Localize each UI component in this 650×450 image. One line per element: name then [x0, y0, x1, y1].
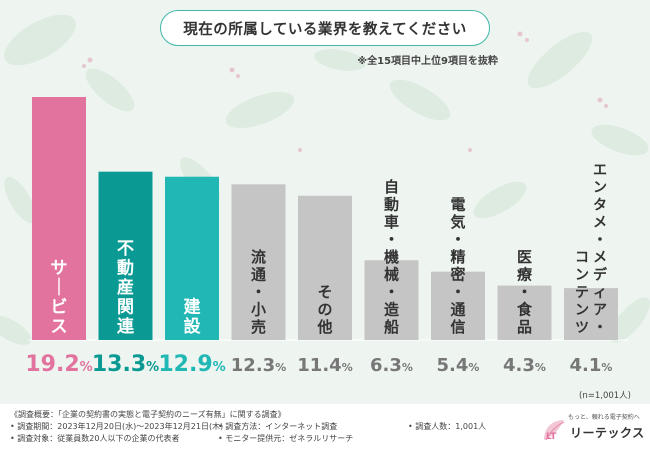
survey-method: • 調査方法：インターネット調査 [218, 422, 338, 431]
bar [431, 271, 485, 340]
category-label: 流通・小売 [251, 248, 266, 336]
bar-group: 不動産関連 13.3% [92, 171, 159, 377]
bar [165, 176, 219, 340]
footer: 《調査概要：「企業の契約書の実態と電子契約のニーズ有無」に関する調査》 • 調査… [0, 404, 650, 450]
bar-group: サ｜ビス 19.2% [25, 97, 93, 377]
value-label: 6.3% [370, 355, 413, 376]
bar-group: 流通・小売 12.3% [231, 184, 286, 376]
bar [32, 97, 86, 340]
value-label: 12.3% [231, 355, 286, 376]
bar-group: その他 11.4% [297, 195, 353, 376]
value-label: 5.4% [437, 355, 480, 376]
sample-size: (n=1,001人) [579, 391, 631, 401]
bar-group: 電気・精密・通信 5.4% [431, 196, 485, 376]
bar [564, 288, 618, 340]
bar-group: 医療・食品 4.3% [497, 248, 552, 376]
survey-count: • 調査人数：1,001人 [408, 422, 487, 431]
logo-mark-text: LT [546, 432, 557, 442]
value-label: 19.2% [25, 352, 92, 377]
category-label: 建設 [184, 297, 202, 338]
bar-group: 建設 12.9% [158, 176, 226, 377]
category-label: 自動車・機械・造船 [384, 178, 399, 336]
bar [364, 260, 419, 340]
chart-title: 現在の所属している業界を教えてください [160, 10, 490, 46]
value-label: 4.3% [503, 355, 546, 376]
value-label: 12.9% [158, 352, 225, 377]
survey-period: • 調査期間：2023年12月20日(水)～2023年12月21日(木) [10, 422, 224, 431]
lt-logo-mark-icon: LT [544, 420, 565, 442]
survey-overview: 《調査概要：「企業の契約書の実態と電子契約のニーズ有無」に関する調査》 [10, 410, 286, 419]
value-label: 4.1% [570, 355, 613, 376]
value-label: 13.3% [92, 352, 159, 377]
value-label: 11.4% [297, 355, 352, 376]
category-label: 医療・食品 [517, 248, 533, 336]
category-label: 電気・精密・通信 [450, 196, 465, 337]
survey-target: • 調査対象：従業員数20人以下の企業の代表者 [10, 434, 180, 443]
category-label: その他 [316, 283, 332, 336]
bar [231, 184, 286, 340]
bar-group: 自動車・機械・造船 6.3% [364, 178, 419, 376]
logo-name: リーテックス [570, 426, 645, 440]
bar [98, 171, 153, 340]
bar-group: エンタメ・メディア・コンテンツ 4.1% [564, 163, 618, 376]
company-logo: LT もっと、頼れる電子契約へ リーテックス [540, 410, 650, 446]
survey-provider: • モニター提供元：ゼネラルリサーチ [218, 434, 354, 443]
subset-note: ※全15項目中上位9項目を抜粋 [357, 56, 498, 67]
category-label: エンタメ・メディア・コンテンツ [575, 163, 608, 337]
bar [298, 195, 352, 340]
bar [497, 285, 552, 340]
category-label: 不動産関連 [117, 239, 135, 337]
category-label: サ｜ビス [51, 259, 68, 338]
logo-tagline: もっと、頼れる電子契約へ [568, 414, 640, 421]
